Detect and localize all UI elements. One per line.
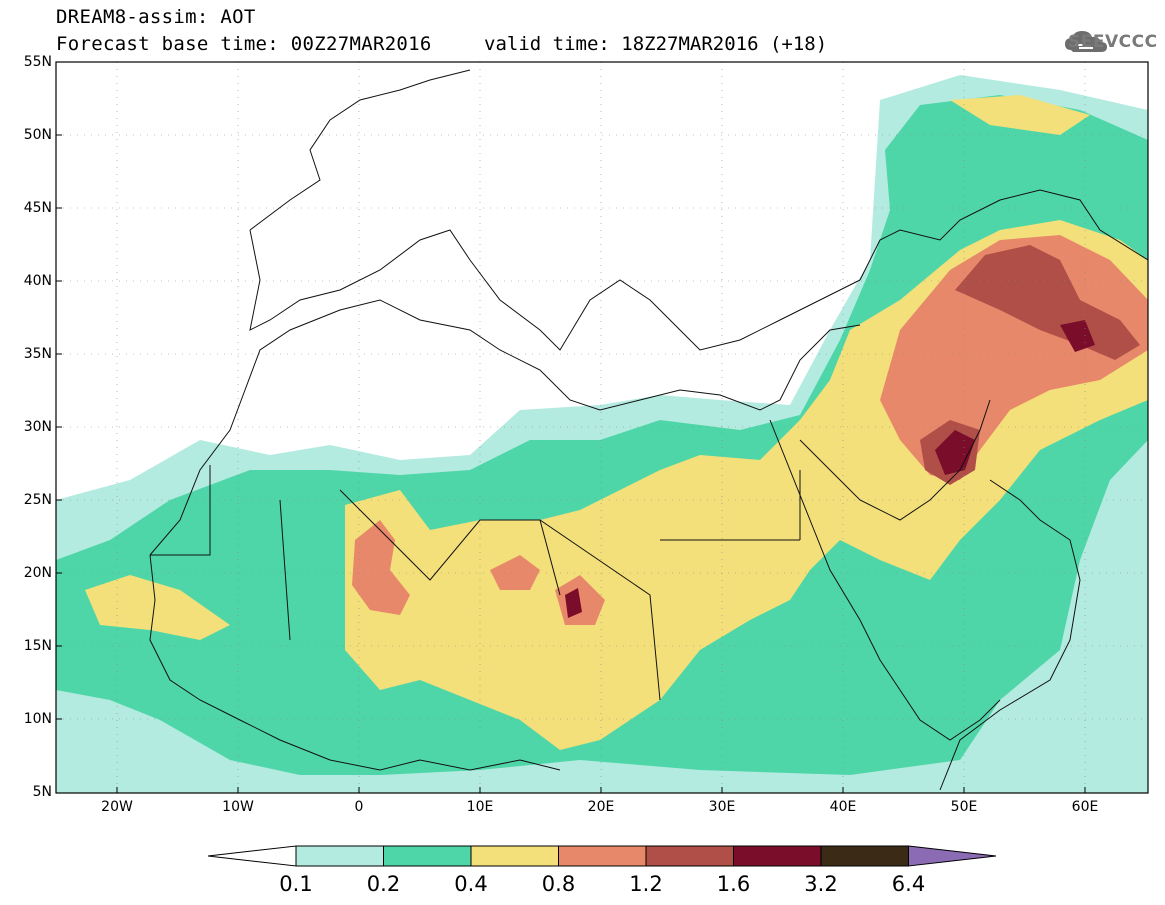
colorbar-label: 6.4	[891, 872, 926, 896]
lat-label: 20N	[23, 565, 52, 581]
lat-label: 55N	[23, 54, 52, 70]
colorbar-bin-1	[295, 845, 384, 867]
valid-time: valid time: 18Z27MAR2016 (+18)	[484, 33, 828, 55]
seevccc-cloud-logo-icon	[1065, 31, 1107, 52]
aot-band-0.8-b	[490, 555, 540, 590]
lat-label: 45N	[23, 200, 52, 216]
lon-label: 40E	[829, 799, 857, 815]
aot-fill-layer	[56, 75, 1148, 793]
colorbar-label: 0.8	[541, 872, 576, 896]
colorbar-bin-4	[558, 845, 647, 867]
colorbar	[207, 845, 997, 867]
lon-label: 50E	[950, 799, 978, 815]
aot-band-1.2	[920, 245, 1140, 485]
lat-label: 15N	[23, 638, 52, 654]
lat-label: 35N	[23, 346, 52, 362]
lon-label: 20E	[587, 799, 615, 815]
aot-band-0.2	[56, 95, 1148, 775]
lon-label: 60E	[1071, 799, 1099, 815]
lat-label: 25N	[23, 492, 52, 508]
colorbar-label: 0.1	[279, 872, 313, 896]
lon-label: 30E	[708, 799, 736, 815]
colorbar-label: 0.2	[366, 872, 401, 896]
lon-label: 10W	[222, 799, 254, 815]
lat-label: 5N	[32, 784, 52, 800]
aot-band-0.8-a	[352, 520, 410, 615]
forecast-base-time: Forecast base time: 00Z27MAR2016	[56, 33, 432, 55]
seevccc-logo-text: SEEVCCC	[1068, 32, 1158, 52]
graticule	[56, 62, 1148, 793]
lon-label: 10E	[466, 799, 494, 815]
lat-label: 40N	[23, 273, 52, 289]
colorbar-bin-3	[470, 845, 559, 867]
colorbar-label: 1.6	[716, 872, 751, 896]
lat-label: 10N	[23, 711, 52, 727]
colorbar-label: 0.4	[454, 872, 488, 896]
lat-label: 50N	[23, 127, 52, 143]
colorbar-label: 3.2	[804, 872, 838, 896]
colorbar-below-arrow	[207, 845, 297, 867]
chart-title: DREAM8-assim: AOT	[56, 6, 256, 28]
aot-band-0.8-d	[880, 235, 1148, 480]
colorbar-bin-7	[820, 845, 909, 867]
lon-label: 0	[354, 799, 364, 815]
colorbar-bin-2	[383, 845, 472, 867]
lat-label: 30N	[23, 419, 52, 435]
lon-label: 20W	[101, 799, 133, 815]
colorbar-bin-6	[733, 845, 822, 867]
coastlines	[149, 69, 1148, 791]
aot-band-0.4-north	[950, 95, 1090, 135]
colorbar-label: 1.2	[629, 872, 663, 896]
axis-ticks	[56, 61, 1086, 794]
aot-band-0.4-west	[85, 575, 230, 640]
colorbar-bin-5	[645, 845, 734, 867]
colorbar-above-arrow	[908, 845, 997, 867]
